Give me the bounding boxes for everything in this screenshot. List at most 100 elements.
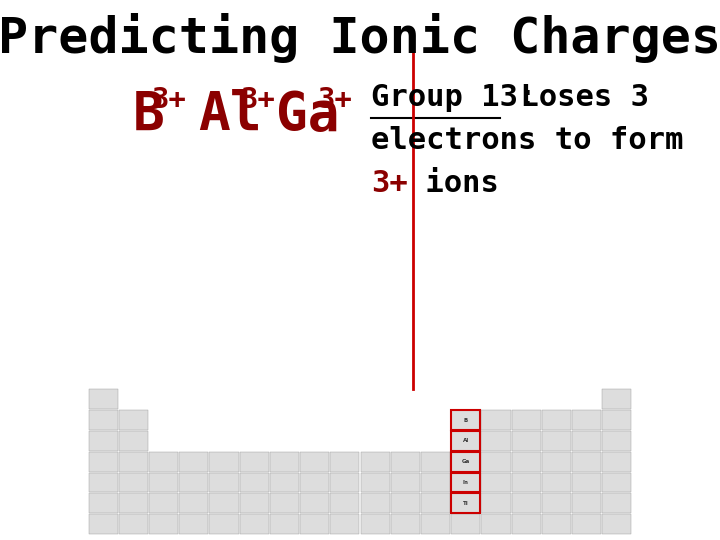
FancyBboxPatch shape (572, 514, 601, 534)
FancyBboxPatch shape (119, 452, 148, 471)
FancyBboxPatch shape (89, 389, 117, 409)
FancyBboxPatch shape (512, 514, 541, 534)
Text: 3+: 3+ (318, 86, 353, 114)
FancyBboxPatch shape (179, 472, 208, 492)
FancyBboxPatch shape (89, 514, 117, 534)
FancyBboxPatch shape (391, 514, 420, 534)
Text: 3+: 3+ (151, 86, 186, 114)
FancyBboxPatch shape (361, 452, 390, 471)
FancyBboxPatch shape (89, 494, 117, 513)
Text: 3+: 3+ (240, 86, 275, 114)
Text: electrons to form: electrons to form (371, 126, 683, 155)
FancyBboxPatch shape (421, 514, 450, 534)
FancyBboxPatch shape (512, 494, 541, 513)
FancyBboxPatch shape (179, 452, 208, 471)
FancyBboxPatch shape (572, 494, 601, 513)
FancyBboxPatch shape (482, 472, 510, 492)
FancyBboxPatch shape (482, 410, 510, 430)
FancyBboxPatch shape (451, 494, 480, 513)
Text: B: B (133, 89, 165, 140)
FancyBboxPatch shape (300, 472, 329, 492)
FancyBboxPatch shape (603, 494, 631, 513)
FancyBboxPatch shape (451, 452, 480, 471)
FancyBboxPatch shape (542, 410, 571, 430)
FancyBboxPatch shape (210, 494, 238, 513)
FancyBboxPatch shape (240, 472, 269, 492)
FancyBboxPatch shape (89, 410, 117, 430)
FancyBboxPatch shape (542, 472, 571, 492)
FancyBboxPatch shape (542, 431, 571, 451)
FancyBboxPatch shape (451, 472, 480, 492)
FancyBboxPatch shape (149, 494, 178, 513)
Text: In: In (463, 480, 469, 485)
FancyBboxPatch shape (210, 472, 238, 492)
FancyBboxPatch shape (512, 410, 541, 430)
FancyBboxPatch shape (482, 494, 510, 513)
FancyBboxPatch shape (330, 494, 359, 513)
FancyBboxPatch shape (421, 452, 450, 471)
Text: ions: ions (408, 169, 499, 198)
FancyBboxPatch shape (270, 472, 299, 492)
FancyBboxPatch shape (603, 472, 631, 492)
Text: Ga: Ga (276, 89, 339, 140)
FancyBboxPatch shape (451, 410, 480, 430)
FancyBboxPatch shape (89, 431, 117, 451)
FancyBboxPatch shape (482, 452, 510, 471)
FancyBboxPatch shape (330, 514, 359, 534)
FancyBboxPatch shape (603, 410, 631, 430)
Text: Loses 3: Loses 3 (502, 83, 649, 112)
FancyBboxPatch shape (179, 494, 208, 513)
FancyBboxPatch shape (361, 494, 390, 513)
FancyBboxPatch shape (421, 494, 450, 513)
Text: Al: Al (198, 89, 261, 140)
FancyBboxPatch shape (149, 452, 178, 471)
FancyBboxPatch shape (451, 514, 480, 534)
FancyBboxPatch shape (210, 452, 238, 471)
FancyBboxPatch shape (451, 431, 480, 451)
FancyBboxPatch shape (603, 452, 631, 471)
FancyBboxPatch shape (572, 410, 601, 430)
FancyBboxPatch shape (421, 472, 450, 492)
FancyBboxPatch shape (451, 431, 480, 451)
FancyBboxPatch shape (300, 494, 329, 513)
FancyBboxPatch shape (179, 514, 208, 534)
FancyBboxPatch shape (482, 431, 510, 451)
FancyBboxPatch shape (572, 431, 601, 451)
FancyBboxPatch shape (270, 494, 299, 513)
Text: Predicting Ionic Charges: Predicting Ionic Charges (0, 13, 720, 63)
FancyBboxPatch shape (572, 472, 601, 492)
FancyBboxPatch shape (451, 494, 480, 513)
Text: B: B (464, 417, 468, 422)
FancyBboxPatch shape (542, 514, 571, 534)
FancyBboxPatch shape (603, 389, 631, 409)
FancyBboxPatch shape (149, 472, 178, 492)
FancyBboxPatch shape (512, 472, 541, 492)
Text: Tl: Tl (463, 501, 469, 506)
FancyBboxPatch shape (240, 514, 269, 534)
FancyBboxPatch shape (391, 472, 420, 492)
FancyBboxPatch shape (119, 472, 148, 492)
FancyBboxPatch shape (240, 494, 269, 513)
Text: Al: Al (463, 438, 469, 443)
FancyBboxPatch shape (119, 494, 148, 513)
FancyBboxPatch shape (89, 472, 117, 492)
FancyBboxPatch shape (542, 452, 571, 471)
FancyBboxPatch shape (330, 472, 359, 492)
FancyBboxPatch shape (451, 410, 480, 430)
FancyBboxPatch shape (451, 472, 480, 492)
FancyBboxPatch shape (119, 431, 148, 451)
FancyBboxPatch shape (542, 494, 571, 513)
FancyBboxPatch shape (149, 514, 178, 534)
Text: Group 13:: Group 13: (371, 83, 536, 112)
Text: Ga: Ga (462, 459, 470, 464)
FancyBboxPatch shape (270, 452, 299, 471)
FancyBboxPatch shape (300, 452, 329, 471)
FancyBboxPatch shape (119, 410, 148, 430)
FancyBboxPatch shape (603, 514, 631, 534)
FancyBboxPatch shape (330, 452, 359, 471)
FancyBboxPatch shape (240, 452, 269, 471)
FancyBboxPatch shape (482, 514, 510, 534)
FancyBboxPatch shape (512, 452, 541, 471)
Text: 3+: 3+ (371, 169, 408, 198)
FancyBboxPatch shape (300, 514, 329, 534)
